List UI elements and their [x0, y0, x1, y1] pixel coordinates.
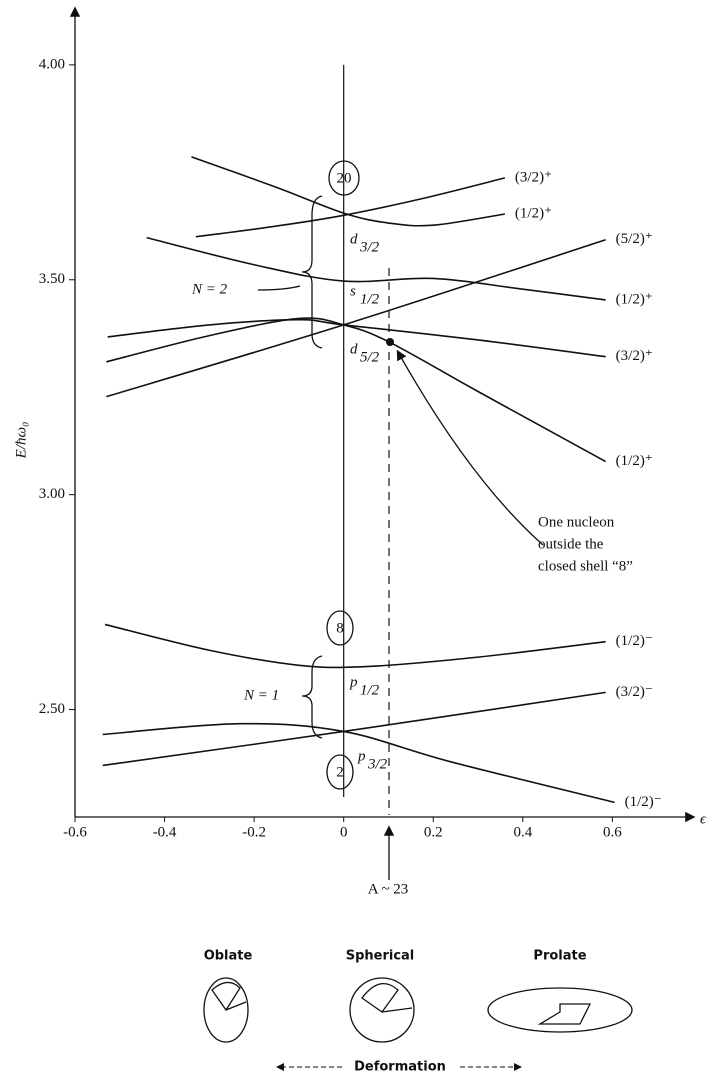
shell-markers: 20 8 2 [326, 160, 360, 790]
level-curve [191, 156, 506, 227]
brace [301, 195, 323, 349]
orbital-letter: d [350, 341, 358, 357]
level-curve [104, 623, 606, 669]
level-curve [106, 239, 606, 398]
x-tick-label: -0.4 [153, 824, 177, 840]
shape-label: Spherical [346, 949, 415, 964]
level-label: (5/2)⁺ [616, 231, 653, 247]
level-curve [106, 317, 607, 463]
note-line: closed shell “8” [538, 558, 633, 574]
x-tick-label: -0.6 [63, 824, 87, 840]
y-tick-label: 3.00 [39, 486, 65, 502]
shell-circle [326, 754, 354, 790]
deformation-label: Deformation [354, 1060, 446, 1075]
orbital-index: 1/2 [360, 291, 380, 307]
y-tick-label: 4.00 [39, 56, 65, 72]
x-tick-label: 0.2 [424, 824, 443, 840]
shape-label: Prolate [533, 949, 586, 964]
y-tick-label: 3.50 [39, 271, 65, 287]
level-curve [107, 318, 606, 358]
level-curve [146, 236, 606, 301]
level-curve [102, 722, 615, 804]
level-label: (1/2)⁻ [625, 794, 662, 810]
group-label: N = 1 [243, 687, 279, 703]
level-label: (1/2)⁺ [515, 205, 552, 221]
leader-line [257, 285, 301, 291]
level-label: (3/2)⁺ [616, 348, 653, 364]
level-label: (3/2)⁺ [515, 169, 552, 185]
x-tick-label: 0 [340, 824, 348, 840]
x-tick-label: -0.2 [242, 824, 266, 840]
shape-label: Oblate [204, 949, 253, 964]
x-axis-label: ϵ [700, 811, 707, 827]
y-axis-label: E/ħω₀ [13, 422, 29, 460]
orbital-index: 5/2 [360, 349, 380, 365]
level-label: (3/2)⁻ [616, 684, 653, 700]
shape-icons [203, 977, 633, 1043]
shell-circle [326, 610, 354, 646]
shell-number: 2 [336, 764, 344, 780]
shell-number: 8 [336, 620, 344, 636]
y-tick-label: 2.50 [39, 701, 65, 717]
orbital-letter: d [350, 231, 358, 247]
orbital-index: 1/2 [360, 682, 380, 698]
note-line: outside the [538, 536, 604, 552]
orbital-index: 3/2 [367, 756, 388, 772]
level-curve [102, 691, 606, 767]
level-curve [195, 177, 506, 238]
x-tick-label: 0.4 [513, 824, 532, 840]
note-line: One nucleon [538, 514, 615, 530]
level-label: (1/2)⁻ [616, 633, 653, 649]
group-label: N = 2 [191, 281, 228, 297]
orbital-letter: p [349, 674, 358, 690]
level-label: (1/2)⁺ [616, 291, 653, 307]
note-arrow [396, 349, 544, 546]
orbital-index: 3/2 [359, 239, 380, 255]
x-tick-label: 0.6 [603, 824, 622, 840]
orbital-letter: s [350, 283, 356, 299]
marker-label: A ~ 23 [368, 881, 409, 897]
level-label: (1/2)⁺ [616, 453, 653, 469]
orbital-letter: p [357, 748, 366, 764]
